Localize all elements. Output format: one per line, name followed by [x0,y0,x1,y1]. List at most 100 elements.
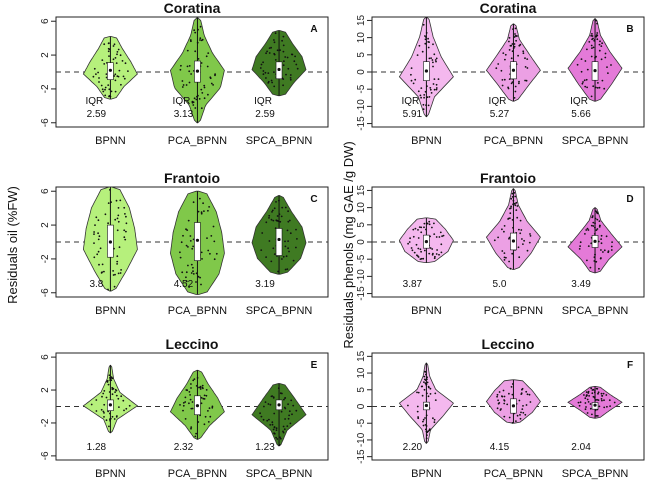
iqr-label: IQR [570,96,588,107]
data-point [111,388,114,391]
data-point [517,246,520,249]
data-point [581,82,584,85]
data-point [505,256,507,259]
iqr-value: 3.49 [571,279,591,290]
data-point [101,59,104,61]
data-point [192,238,195,241]
data-point [294,55,296,58]
iqr-value: 2.59 [255,109,275,120]
data-point [101,88,104,91]
data-point [190,407,193,410]
category-label: SPCA_BPNN [562,135,629,147]
data-point [103,403,106,406]
data-point [113,43,116,46]
data-point [185,84,188,86]
data-point [114,73,117,76]
data-point [273,52,276,55]
data-point [114,273,116,276]
category-label: SPCA_BPNN [246,135,313,147]
data-point [510,57,513,60]
data-point [423,226,425,229]
panel-title: Leccino [166,336,219,352]
data-point [281,39,283,42]
data-point [125,222,128,225]
data-point [273,253,276,256]
data-point [185,280,188,283]
data-point [181,271,184,274]
data-point [521,387,524,390]
data-point [286,425,289,427]
data-point [205,394,208,397]
data-point [514,195,517,198]
data-point [607,251,610,254]
data-point [103,63,106,65]
y-tick-label: 2 [40,52,51,58]
data-point [430,57,432,59]
data-point [182,404,185,407]
data-point [422,103,425,106]
data-point [598,49,601,52]
category-label: PCA_BPNN [484,305,543,317]
data-point [434,392,437,395]
data-point [516,35,518,37]
data-point [576,63,579,66]
data-point [215,252,218,255]
data-point [119,272,122,274]
data-point [285,73,287,76]
data-point [104,94,107,97]
data-point [98,235,101,238]
data-point [407,404,409,407]
data-point [603,406,606,409]
data-point [524,66,527,68]
data-point [410,67,413,69]
data-point [510,386,513,388]
data-point [417,90,420,93]
data-point [429,387,432,390]
data-point [503,259,506,261]
data-point [264,71,267,74]
data-point [596,212,599,215]
data-point [287,240,289,243]
data-point [275,201,277,203]
data-point [423,378,426,381]
data-point [289,232,292,235]
data-point [291,413,293,416]
data-point [199,39,201,41]
data-point [497,63,500,65]
data-point [417,391,420,394]
data-point [424,417,426,419]
data-point [423,381,425,383]
data-point [600,242,603,245]
data-point [127,70,129,72]
data-point [586,227,589,230]
data-point [203,86,206,89]
data-point [596,415,599,417]
data-point [595,415,598,417]
data-point [493,239,496,242]
data-point [415,243,418,246]
median-point [511,404,516,408]
data-point [283,60,285,63]
data-point [595,229,598,232]
y-tick-label: -2 [40,418,51,427]
data-point [179,404,181,406]
data-point [190,383,192,385]
data-point [508,237,510,240]
data-point [110,90,113,93]
data-point [181,80,184,82]
data-point [422,424,425,427]
data-point [104,213,107,216]
data-point [209,252,211,255]
data-point [433,222,435,225]
data-point [194,107,197,109]
y-tick-label: 5 [356,52,367,58]
data-point [282,425,285,428]
data-point [107,50,110,53]
data-point [98,81,100,83]
data-point [523,239,525,242]
data-point [125,215,127,218]
data-point [182,234,184,237]
iqr-value: 4.52 [174,279,194,290]
data-point [276,49,279,52]
category-label: PCA_BPNN [168,305,227,317]
